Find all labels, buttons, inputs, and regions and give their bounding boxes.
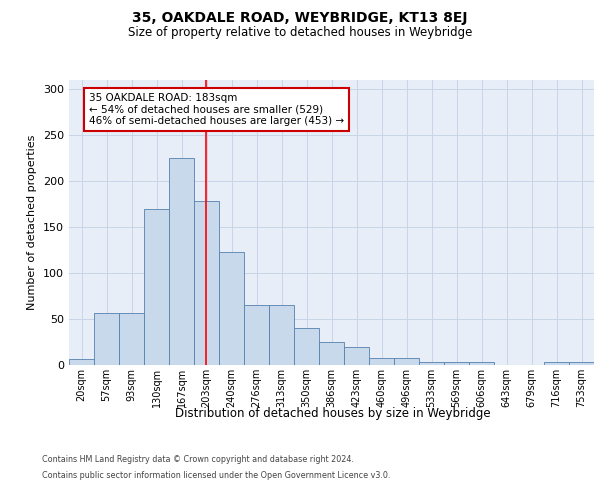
Text: Contains HM Land Registry data © Crown copyright and database right 2024.: Contains HM Land Registry data © Crown c…: [42, 456, 354, 464]
Bar: [394, 358, 419, 365]
Bar: [569, 362, 594, 365]
Text: 35 OAKDALE ROAD: 183sqm
← 54% of detached houses are smaller (529)
46% of semi-d: 35 OAKDALE ROAD: 183sqm ← 54% of detache…: [89, 93, 344, 126]
Bar: [219, 252, 244, 365]
Bar: [144, 208, 169, 365]
Bar: [344, 346, 369, 365]
Text: 35, OAKDALE ROAD, WEYBRIDGE, KT13 8EJ: 35, OAKDALE ROAD, WEYBRIDGE, KT13 8EJ: [132, 11, 468, 25]
Bar: [269, 305, 294, 365]
Bar: [469, 362, 494, 365]
Bar: [94, 312, 119, 365]
Y-axis label: Number of detached properties: Number of detached properties: [28, 135, 37, 310]
Bar: [419, 362, 444, 365]
Text: Contains public sector information licensed under the Open Government Licence v3: Contains public sector information licen…: [42, 470, 391, 480]
Text: Distribution of detached houses by size in Weybridge: Distribution of detached houses by size …: [175, 408, 491, 420]
Bar: [319, 342, 344, 365]
Bar: [294, 328, 319, 365]
Bar: [544, 362, 569, 365]
Bar: [169, 158, 194, 365]
Bar: [119, 312, 144, 365]
Bar: [244, 305, 269, 365]
Bar: [69, 360, 94, 365]
Bar: [369, 358, 394, 365]
Bar: [444, 362, 469, 365]
Text: Size of property relative to detached houses in Weybridge: Size of property relative to detached ho…: [128, 26, 472, 39]
Bar: [194, 202, 219, 365]
